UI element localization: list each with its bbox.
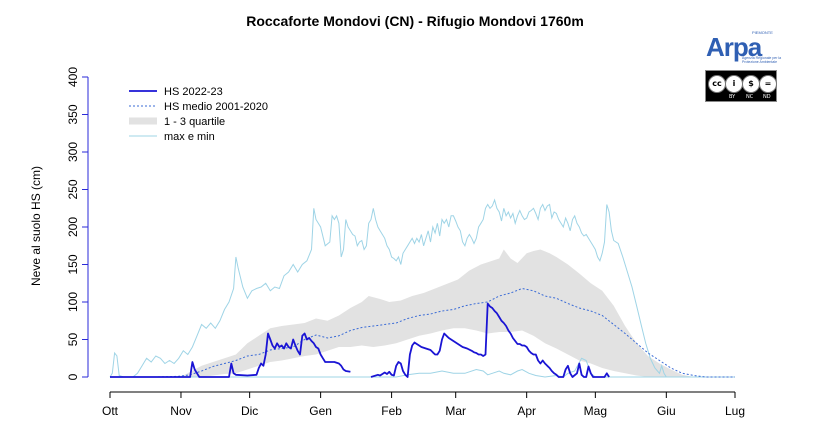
x-tick-label-feb: Feb	[381, 404, 402, 418]
y-tick-label-200: 200	[66, 217, 80, 237]
hs-2022-23-line	[110, 302, 610, 378]
x-tick-label-gen: Gen	[309, 404, 332, 418]
cc-by-label: BY	[729, 94, 736, 100]
y-tick-label-150: 150	[66, 254, 80, 274]
y-tick-label-400: 400	[66, 67, 80, 87]
y-tick-label-350: 350	[66, 104, 80, 124]
x-tick-label-lug: Lug	[725, 404, 745, 418]
mean-line	[110, 287, 735, 378]
arpa-logo: Arpa PIEMONTE Agenzia Regionale per la P…	[700, 30, 782, 104]
arpa-logo-tag: PIEMONTE	[752, 30, 773, 35]
x-tick-label-dic: Dic	[241, 404, 258, 418]
creative-commons-badge: cc i $ = BY NC ND	[705, 70, 777, 102]
max-line	[109, 198, 735, 378]
x-tick-label-nov: Nov	[170, 404, 191, 418]
x-tick-label-ott: Ott	[102, 404, 119, 418]
y-tick-label-300: 300	[66, 142, 80, 162]
cc-icon: cc	[708, 75, 726, 93]
y-tick-label-100: 100	[66, 292, 80, 312]
legend-label-mean: HS medio 2001-2020	[164, 101, 268, 113]
chart-title: Roccaforte Mondovi (CN) - Rifugio Mondov…	[246, 13, 584, 29]
cc-nd-label: ND	[763, 94, 771, 100]
arpa-logo-subtitle: Agenzia Regionale per la Protezione Ambi…	[742, 56, 782, 64]
arpa-logo-text: Arpa	[706, 32, 762, 62]
legend-label-quartile: 1 - 3 quartile	[164, 116, 225, 128]
noncommercial-icon: $	[742, 75, 760, 93]
axes: 0 50 100 150 200 250 300 350 400 Ott Nov Dic Gen Feb M…	[66, 67, 745, 418]
legend: HS 2022-23 HS medio 2001-2020 1 - 3 quarti…	[129, 86, 268, 143]
cc-nc-label: NC	[746, 94, 754, 100]
x-tick-label-mag: Mag	[584, 404, 607, 418]
y-tick-label-50: 50	[66, 333, 80, 347]
x-tick-label-mar: Mar	[445, 404, 466, 418]
y-axis-label: Neve al suolo HS (cm)	[29, 166, 43, 286]
noderivs-icon: =	[759, 75, 777, 93]
quartile-band	[110, 249, 735, 377]
legend-label-maxmin: max e min	[164, 131, 215, 143]
x-tick-label-giu: Giu	[657, 404, 676, 418]
attribution-icon: i	[725, 75, 743, 93]
plot-area	[109, 198, 735, 378]
x-tick-label-apr: Apr	[517, 404, 536, 418]
legend-label-hs: HS 2022-23	[164, 86, 223, 98]
y-tick-label-250: 250	[66, 179, 80, 199]
y-tick-label-0: 0	[66, 373, 80, 380]
